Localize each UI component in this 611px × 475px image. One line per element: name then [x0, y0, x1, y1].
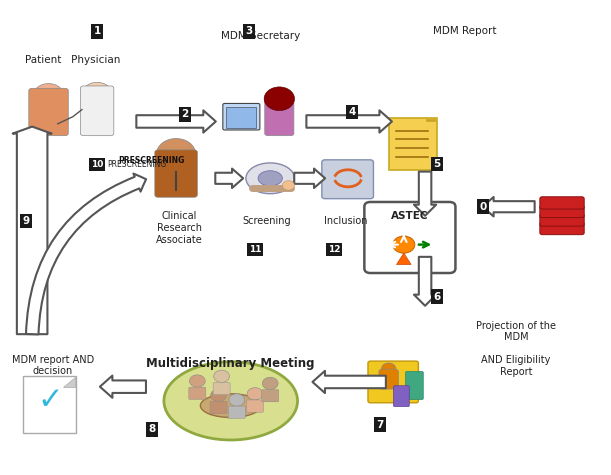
FancyBboxPatch shape: [540, 205, 584, 218]
Text: 10: 10: [91, 160, 103, 169]
FancyBboxPatch shape: [29, 88, 68, 136]
FancyBboxPatch shape: [23, 376, 76, 433]
Text: 9: 9: [23, 216, 29, 226]
Text: Multidisciplinary Meeting: Multidisciplinary Meeting: [147, 357, 315, 370]
Text: 5: 5: [434, 159, 441, 169]
FancyBboxPatch shape: [364, 202, 455, 273]
FancyBboxPatch shape: [379, 369, 398, 389]
Ellipse shape: [200, 394, 261, 418]
Circle shape: [211, 389, 227, 401]
Text: 7: 7: [376, 419, 383, 429]
FancyBboxPatch shape: [189, 387, 206, 399]
Circle shape: [262, 377, 278, 390]
FancyBboxPatch shape: [265, 95, 294, 136]
Text: Clinical
Research
Associate: Clinical Research Associate: [156, 211, 202, 245]
FancyBboxPatch shape: [155, 150, 197, 197]
FancyBboxPatch shape: [229, 406, 245, 418]
Text: 11: 11: [249, 245, 262, 254]
FancyBboxPatch shape: [223, 104, 260, 130]
Text: Projection of the
MDM

AND Eligibility
Report: Projection of the MDM AND Eligibility Re…: [476, 321, 556, 377]
FancyBboxPatch shape: [210, 401, 227, 414]
Ellipse shape: [164, 362, 298, 440]
Text: MDM report AND
decision: MDM report AND decision: [12, 354, 94, 376]
Text: MDM Secretary: MDM Secretary: [221, 31, 301, 41]
Text: Inclusion: Inclusion: [324, 216, 368, 226]
Circle shape: [264, 87, 295, 111]
Circle shape: [282, 180, 295, 190]
Text: Patient   Physician: Patient Physician: [25, 55, 120, 65]
Text: ASTEC: ASTEC: [391, 211, 429, 221]
FancyBboxPatch shape: [213, 382, 230, 395]
Text: MDM Report: MDM Report: [433, 27, 496, 37]
Polygon shape: [63, 377, 75, 387]
Circle shape: [381, 363, 396, 374]
Text: 2: 2: [181, 109, 189, 119]
FancyBboxPatch shape: [262, 390, 279, 402]
Circle shape: [266, 90, 293, 111]
Ellipse shape: [258, 171, 282, 186]
Circle shape: [229, 394, 244, 406]
Circle shape: [34, 84, 64, 107]
FancyBboxPatch shape: [540, 222, 584, 235]
Text: 3: 3: [246, 27, 252, 37]
Ellipse shape: [246, 163, 295, 194]
FancyBboxPatch shape: [81, 86, 114, 136]
Text: 0: 0: [479, 202, 486, 212]
Text: 6: 6: [434, 292, 441, 302]
Text: 12: 12: [327, 245, 340, 254]
Circle shape: [189, 375, 205, 387]
Text: Screening: Screening: [243, 216, 291, 226]
Circle shape: [214, 370, 230, 382]
Text: 1: 1: [93, 27, 101, 37]
Circle shape: [156, 139, 196, 169]
FancyBboxPatch shape: [389, 118, 437, 170]
Polygon shape: [426, 119, 436, 122]
Text: PRESCREENING: PRESCREENING: [107, 160, 166, 169]
Text: ✓: ✓: [37, 386, 62, 416]
FancyBboxPatch shape: [368, 361, 419, 403]
FancyBboxPatch shape: [246, 400, 263, 412]
Text: 4: 4: [348, 107, 356, 117]
Circle shape: [393, 236, 415, 253]
FancyBboxPatch shape: [540, 214, 584, 226]
FancyBboxPatch shape: [393, 386, 409, 407]
FancyBboxPatch shape: [406, 371, 423, 399]
Polygon shape: [397, 253, 411, 265]
Text: 8: 8: [148, 424, 155, 434]
FancyBboxPatch shape: [226, 107, 256, 128]
Circle shape: [247, 388, 263, 400]
Text: PRESCREENING: PRESCREENING: [119, 156, 185, 165]
FancyBboxPatch shape: [322, 160, 373, 199]
FancyBboxPatch shape: [540, 197, 584, 209]
Circle shape: [82, 82, 112, 106]
